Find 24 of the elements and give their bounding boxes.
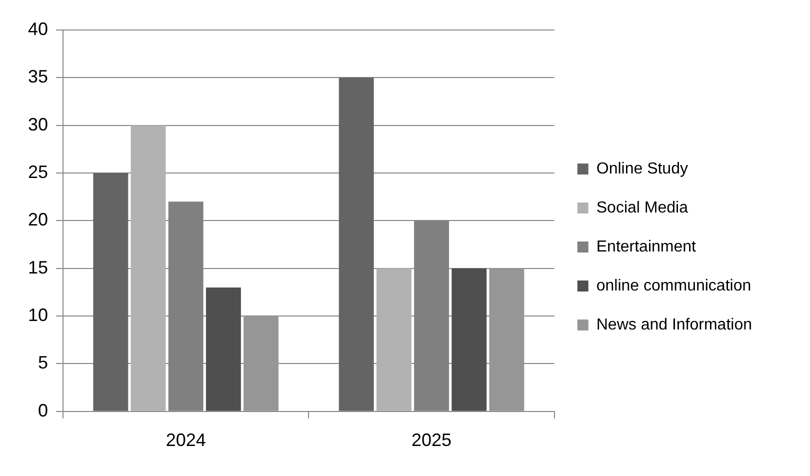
bar — [376, 268, 412, 411]
x-tick-label: 2024 — [166, 430, 206, 450]
y-tick-label: 15 — [28, 257, 48, 278]
bar — [206, 287, 241, 411]
y-tick-label: 5 — [38, 352, 48, 373]
bar — [338, 78, 374, 411]
bar — [489, 268, 524, 411]
y-tick-label: 10 — [28, 305, 48, 326]
bar — [244, 316, 279, 411]
x-tick-label: 2025 — [412, 430, 452, 450]
y-tick-label: 30 — [28, 114, 48, 134]
bar — [93, 173, 128, 411]
legend-label: Online Study — [596, 160, 688, 178]
y-tick-label: 40 — [28, 18, 48, 39]
y-tick-label: 20 — [28, 210, 48, 230]
bar — [452, 268, 487, 411]
y-tick-label: 25 — [28, 162, 48, 182]
y-tick-label: 0 — [38, 400, 48, 420]
legend-label: Social Media — [596, 199, 688, 216]
bar — [130, 125, 166, 411]
legend-label: Entertainment — [596, 238, 697, 256]
y-tick-label: 35 — [28, 66, 48, 87]
legend-label: News and Information — [596, 316, 752, 334]
legend-label: online communication — [596, 277, 752, 294]
